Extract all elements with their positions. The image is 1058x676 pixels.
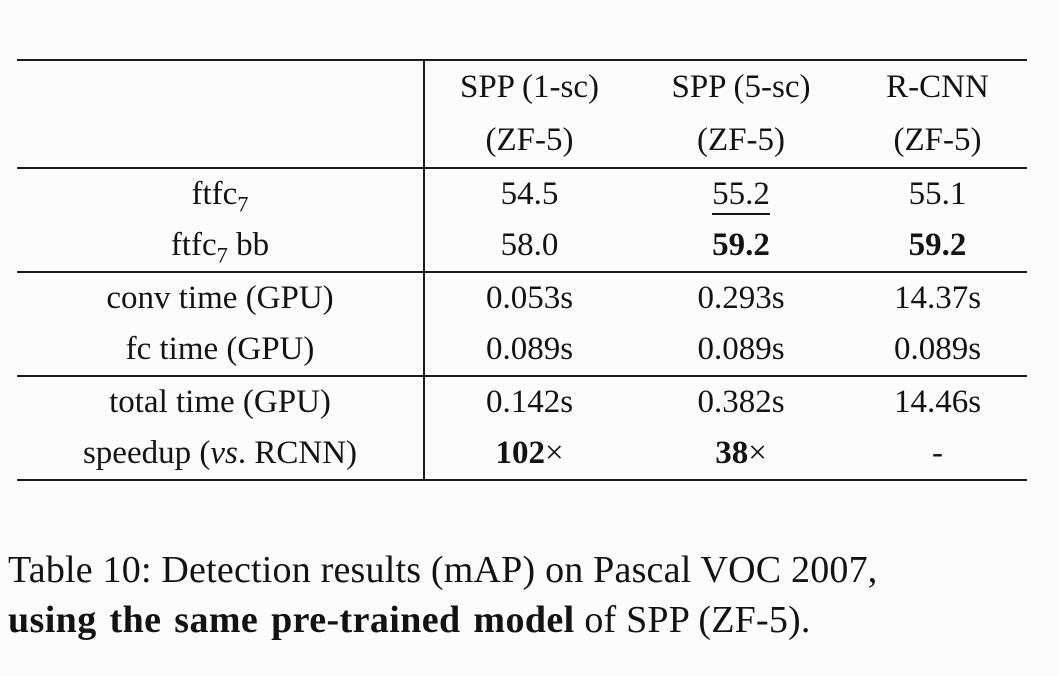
cell-text: total time (GPU) xyxy=(109,384,331,420)
column-header-cell: R-CNN (ZF-5) xyxy=(848,60,1027,169)
cell-text: 55.1 xyxy=(908,176,967,212)
cell-text: ftfc xyxy=(170,227,217,263)
column-header-cell: SPP (1-sc) (ZF-5) xyxy=(423,60,634,169)
cell-text: 38 xyxy=(715,435,749,471)
cell-text: bb xyxy=(227,227,270,263)
value-cell: 0.089s xyxy=(634,324,848,377)
column-header-line: (ZF-5) xyxy=(697,122,785,158)
value-cell: 0.142s xyxy=(423,376,634,428)
table-row: ftfc7 54.5 55.2 55.1 xyxy=(17,168,1027,220)
cell-text: 0.382s xyxy=(697,384,785,420)
row-label-cell: conv time (GPU) xyxy=(17,272,424,324)
value-cell: 14.37s xyxy=(848,272,1027,324)
value-cell: 54.5 xyxy=(423,168,634,220)
cell-text: 0.089s xyxy=(893,331,982,367)
cell-text: 7 xyxy=(216,242,228,268)
cell-text: 0.089s xyxy=(697,331,785,367)
table-row: ftfc7 bb 58.0 59.2 59.2 xyxy=(17,220,1027,273)
value-cell: 14.46s xyxy=(848,376,1027,428)
cell-text: 55.2 xyxy=(712,176,770,215)
results-table: SPP (1-sc) (ZF-5) SPP (5-sc) (ZF-5) R-CNN (ZF… xyxy=(17,59,1027,481)
value-cell: 55.2 xyxy=(634,168,848,220)
cell-text: 54.5 xyxy=(500,176,559,212)
row-label-cell: ftfc7 bb xyxy=(17,220,424,273)
value-cell: 55.1 xyxy=(848,168,1027,220)
value-cell: 59.2 xyxy=(634,220,848,273)
column-header-line: SPP (1-sc) xyxy=(459,69,600,105)
table-row: conv time (GPU) 0.053s 0.293s 14.37s xyxy=(17,272,1027,324)
cell-text: 0.089s xyxy=(485,331,574,367)
column-header-line: R-CNN xyxy=(886,69,989,105)
value-cell: 0.382s xyxy=(634,376,848,428)
value-cell: 59.2 xyxy=(848,220,1027,273)
cell-text: - xyxy=(932,435,943,471)
value-cell: 102× xyxy=(423,428,634,481)
cell-text: 0.142s xyxy=(485,384,574,420)
cell-text: × xyxy=(748,435,767,471)
cell-text: fc time (GPU) xyxy=(125,331,315,367)
value-cell: 0.293s xyxy=(634,272,848,324)
cell-text: 102 xyxy=(495,435,545,471)
column-header-cell: SPP (5-sc) (ZF-5) xyxy=(634,60,848,169)
cell-text: 0.053s xyxy=(485,280,574,316)
cell-text: vs xyxy=(210,435,238,471)
value-cell: 0.089s xyxy=(423,324,634,377)
caption-text: Table 10: Detection results (mAP) on Pas… xyxy=(8,549,878,591)
table-row: speedup (vs. RCNN) 102× 38× - xyxy=(17,428,1027,481)
cell-text: × xyxy=(544,435,564,471)
row-label-cell: speedup (vs. RCNN) xyxy=(17,428,424,481)
corner-header-cell xyxy=(17,60,424,169)
column-header-line: (ZF-5) xyxy=(485,122,574,158)
cell-text: 0.293s xyxy=(697,280,785,316)
cell-text: speedup ( xyxy=(82,435,211,471)
value-cell: - xyxy=(848,428,1027,481)
caption-text-tail: of SPP (ZF-5). xyxy=(574,599,811,641)
cell-text: 59.2 xyxy=(712,227,770,263)
row-label-cell: ftfc7 xyxy=(17,168,424,220)
cell-text: . RCNN) xyxy=(237,435,358,471)
header-row: SPP (1-sc) (ZF-5) SPP (5-sc) (ZF-5) R-CNN (ZF… xyxy=(17,60,1027,169)
value-cell: 58.0 xyxy=(423,220,634,273)
cell-text: 14.46s xyxy=(893,384,982,420)
row-label-cell: fc time (GPU) xyxy=(17,324,424,377)
value-cell: 38× xyxy=(634,428,848,481)
cell-text: 14.37s xyxy=(893,280,982,316)
cell-text: ftfc xyxy=(191,176,238,212)
value-cell: 0.089s xyxy=(848,324,1027,377)
cell-text: 59.2 xyxy=(908,227,967,263)
caption-bold-text: using the same pre-trained model xyxy=(8,599,575,641)
value-cell: 0.053s xyxy=(423,272,634,324)
column-header-line: (ZF-5) xyxy=(893,122,982,158)
table-caption: Table 10: Detection results (mAP) on Pas… xyxy=(8,545,1054,645)
column-header-line: SPP (5-sc) xyxy=(671,69,811,105)
cell-text: 7 xyxy=(237,191,249,217)
table-row: total time (GPU) 0.142s 0.382s 14.46s xyxy=(17,376,1027,428)
cell-text: conv time (GPU) xyxy=(106,280,334,316)
results-table-wrap: SPP (1-sc) (ZF-5) SPP (5-sc) (ZF-5) R-CNN (ZF… xyxy=(17,59,1027,481)
cell-text: 58.0 xyxy=(500,227,559,263)
row-label-cell: total time (GPU) xyxy=(17,376,424,428)
table-row: fc time (GPU) 0.089s 0.089s 0.089s xyxy=(17,324,1027,377)
